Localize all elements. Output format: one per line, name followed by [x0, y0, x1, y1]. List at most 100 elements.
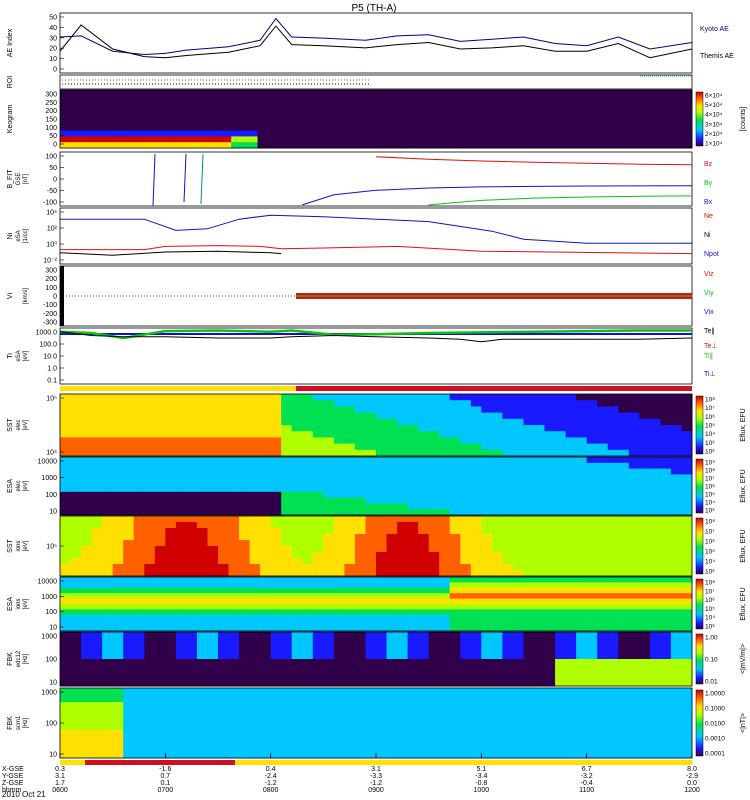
- keogram-cell: [376, 124, 390, 132]
- keogram-cell: [626, 136, 640, 143]
- esa_e-cell: [323, 474, 335, 481]
- sst_e-cell: [502, 406, 514, 414]
- sst_e-cell: [418, 412, 430, 420]
- sst_e-cell: [491, 418, 503, 426]
- sst_i-cell: [491, 552, 503, 559]
- fbk_b-cell: [281, 716, 293, 724]
- fbk_scm-cell: [397, 653, 409, 660]
- sst_i-cell: [407, 552, 419, 559]
- fbk_scm-cell: [649, 653, 661, 660]
- esa_i-cell: [681, 604, 693, 610]
- keogram-cell: [362, 107, 377, 114]
- keogram-cell: [481, 95, 495, 103]
- sst_i-cell: [660, 534, 672, 541]
- fbk_scm-cell: [607, 632, 619, 638]
- sst_e-ytick: 10⁴: [46, 450, 57, 457]
- esa_i-cell: [681, 609, 693, 616]
- esa_i-cell: [270, 614, 282, 621]
- esa_e-cell: [607, 480, 619, 487]
- keogram-cell: [665, 95, 680, 103]
- sst_i-cell: [302, 570, 314, 577]
- esa_e-cell: [565, 503, 577, 510]
- sst_e-cell: [481, 437, 493, 445]
- esa_i-cell: [544, 604, 556, 610]
- esa_i-cell: [502, 598, 514, 605]
- fbk_b-cell: [323, 702, 335, 710]
- keogram-colorbar-label-wrap: [counts]: [740, 107, 747, 132]
- fbk_scm-cell: [670, 637, 682, 644]
- sst_i-cell: [470, 570, 482, 577]
- fbk_b-cell: [376, 723, 387, 731]
- sst_i-cell: [449, 564, 461, 571]
- fbk_scm-cell: [154, 659, 166, 665]
- keogram-cell: [586, 101, 601, 108]
- esa_i-cell: [681, 598, 693, 605]
- sst_i-cell: [544, 564, 556, 571]
- sst_i-cell: [354, 516, 366, 523]
- esa_i-cell: [302, 577, 314, 583]
- keogram-cell: [73, 113, 87, 120]
- sst_e-cell: [196, 449, 208, 457]
- fbk_scm-cell: [586, 664, 598, 671]
- esa_e-cell: [60, 468, 71, 475]
- fbk_b-cell: [333, 702, 345, 710]
- sst_e-cell: [207, 400, 219, 407]
- esa_e-cell: [270, 491, 282, 499]
- keogram-cell: [626, 101, 640, 108]
- sst_e-cell: [670, 431, 682, 438]
- region-bar-bottom-red: [85, 760, 235, 765]
- keogram-cell: [99, 90, 114, 97]
- fbk_b-cell: [523, 695, 535, 703]
- fbk_scm-cell: [428, 669, 440, 676]
- esa_i-cell: [260, 577, 272, 583]
- fbk_b-cell: [344, 730, 356, 738]
- vi-ytick: 200: [45, 276, 57, 283]
- fbk_scm-cell: [523, 669, 535, 676]
- esa_i-cell: [70, 614, 82, 621]
- esa_e-cell: [291, 491, 303, 499]
- bfit-series-By: [428, 195, 693, 206]
- fbk_b-cell: [133, 688, 145, 696]
- esa_e-cell: [512, 503, 524, 510]
- esa_e-cell: [60, 474, 71, 481]
- esa_i-cell: [576, 577, 588, 583]
- sst_i-cell: [639, 528, 651, 535]
- fbk_scm-cell: [597, 680, 609, 687]
- esa_e-cell: [481, 491, 493, 499]
- esa_i-cell: [133, 593, 145, 600]
- ae-series-Themis AE: [59, 24, 693, 59]
- esa_e-cell: [660, 503, 672, 510]
- esa_i-cell: [565, 598, 577, 605]
- esa_i-cell: [249, 577, 261, 583]
- esa_i-cell: [386, 625, 398, 632]
- esa_i-cell: [333, 625, 345, 632]
- sst_e-cell: [70, 431, 82, 438]
- fbk_scm-cell: [175, 680, 187, 687]
- keogram-cell: [441, 107, 456, 114]
- fbk_b-cell: [228, 695, 240, 703]
- sst_e-cell: [534, 418, 545, 426]
- fbk_scm-cell: [576, 669, 588, 676]
- fbk_b-cell: [228, 716, 240, 724]
- sst_i-cell: [218, 516, 229, 523]
- sst_i-cell: [439, 528, 451, 535]
- fbk_b-cell: [239, 716, 251, 724]
- esa_e-cell: [91, 468, 103, 475]
- esa_i-cell: [628, 609, 640, 616]
- fbk_scm-cell: [228, 669, 240, 676]
- esa_i-cell: [618, 609, 630, 616]
- esa_i-cell: [386, 614, 398, 621]
- fbk_scm-cell: [376, 653, 387, 660]
- fbk_b-cell: [512, 702, 524, 710]
- sst_i-cell: [681, 528, 693, 535]
- esa_e-cell: [628, 457, 640, 464]
- fbk_scm-cell: [312, 659, 324, 665]
- fbk_b-cell: [154, 744, 166, 752]
- esa_i-cell: [186, 620, 198, 627]
- esa_e-cell: [123, 491, 135, 499]
- fbk_b-cell: [60, 744, 71, 752]
- fbk_scm-cell: [639, 680, 651, 687]
- esa_e-cell: [333, 474, 345, 481]
- fbk_scm-cell: [291, 648, 303, 655]
- fbk_b-cell: [70, 737, 82, 745]
